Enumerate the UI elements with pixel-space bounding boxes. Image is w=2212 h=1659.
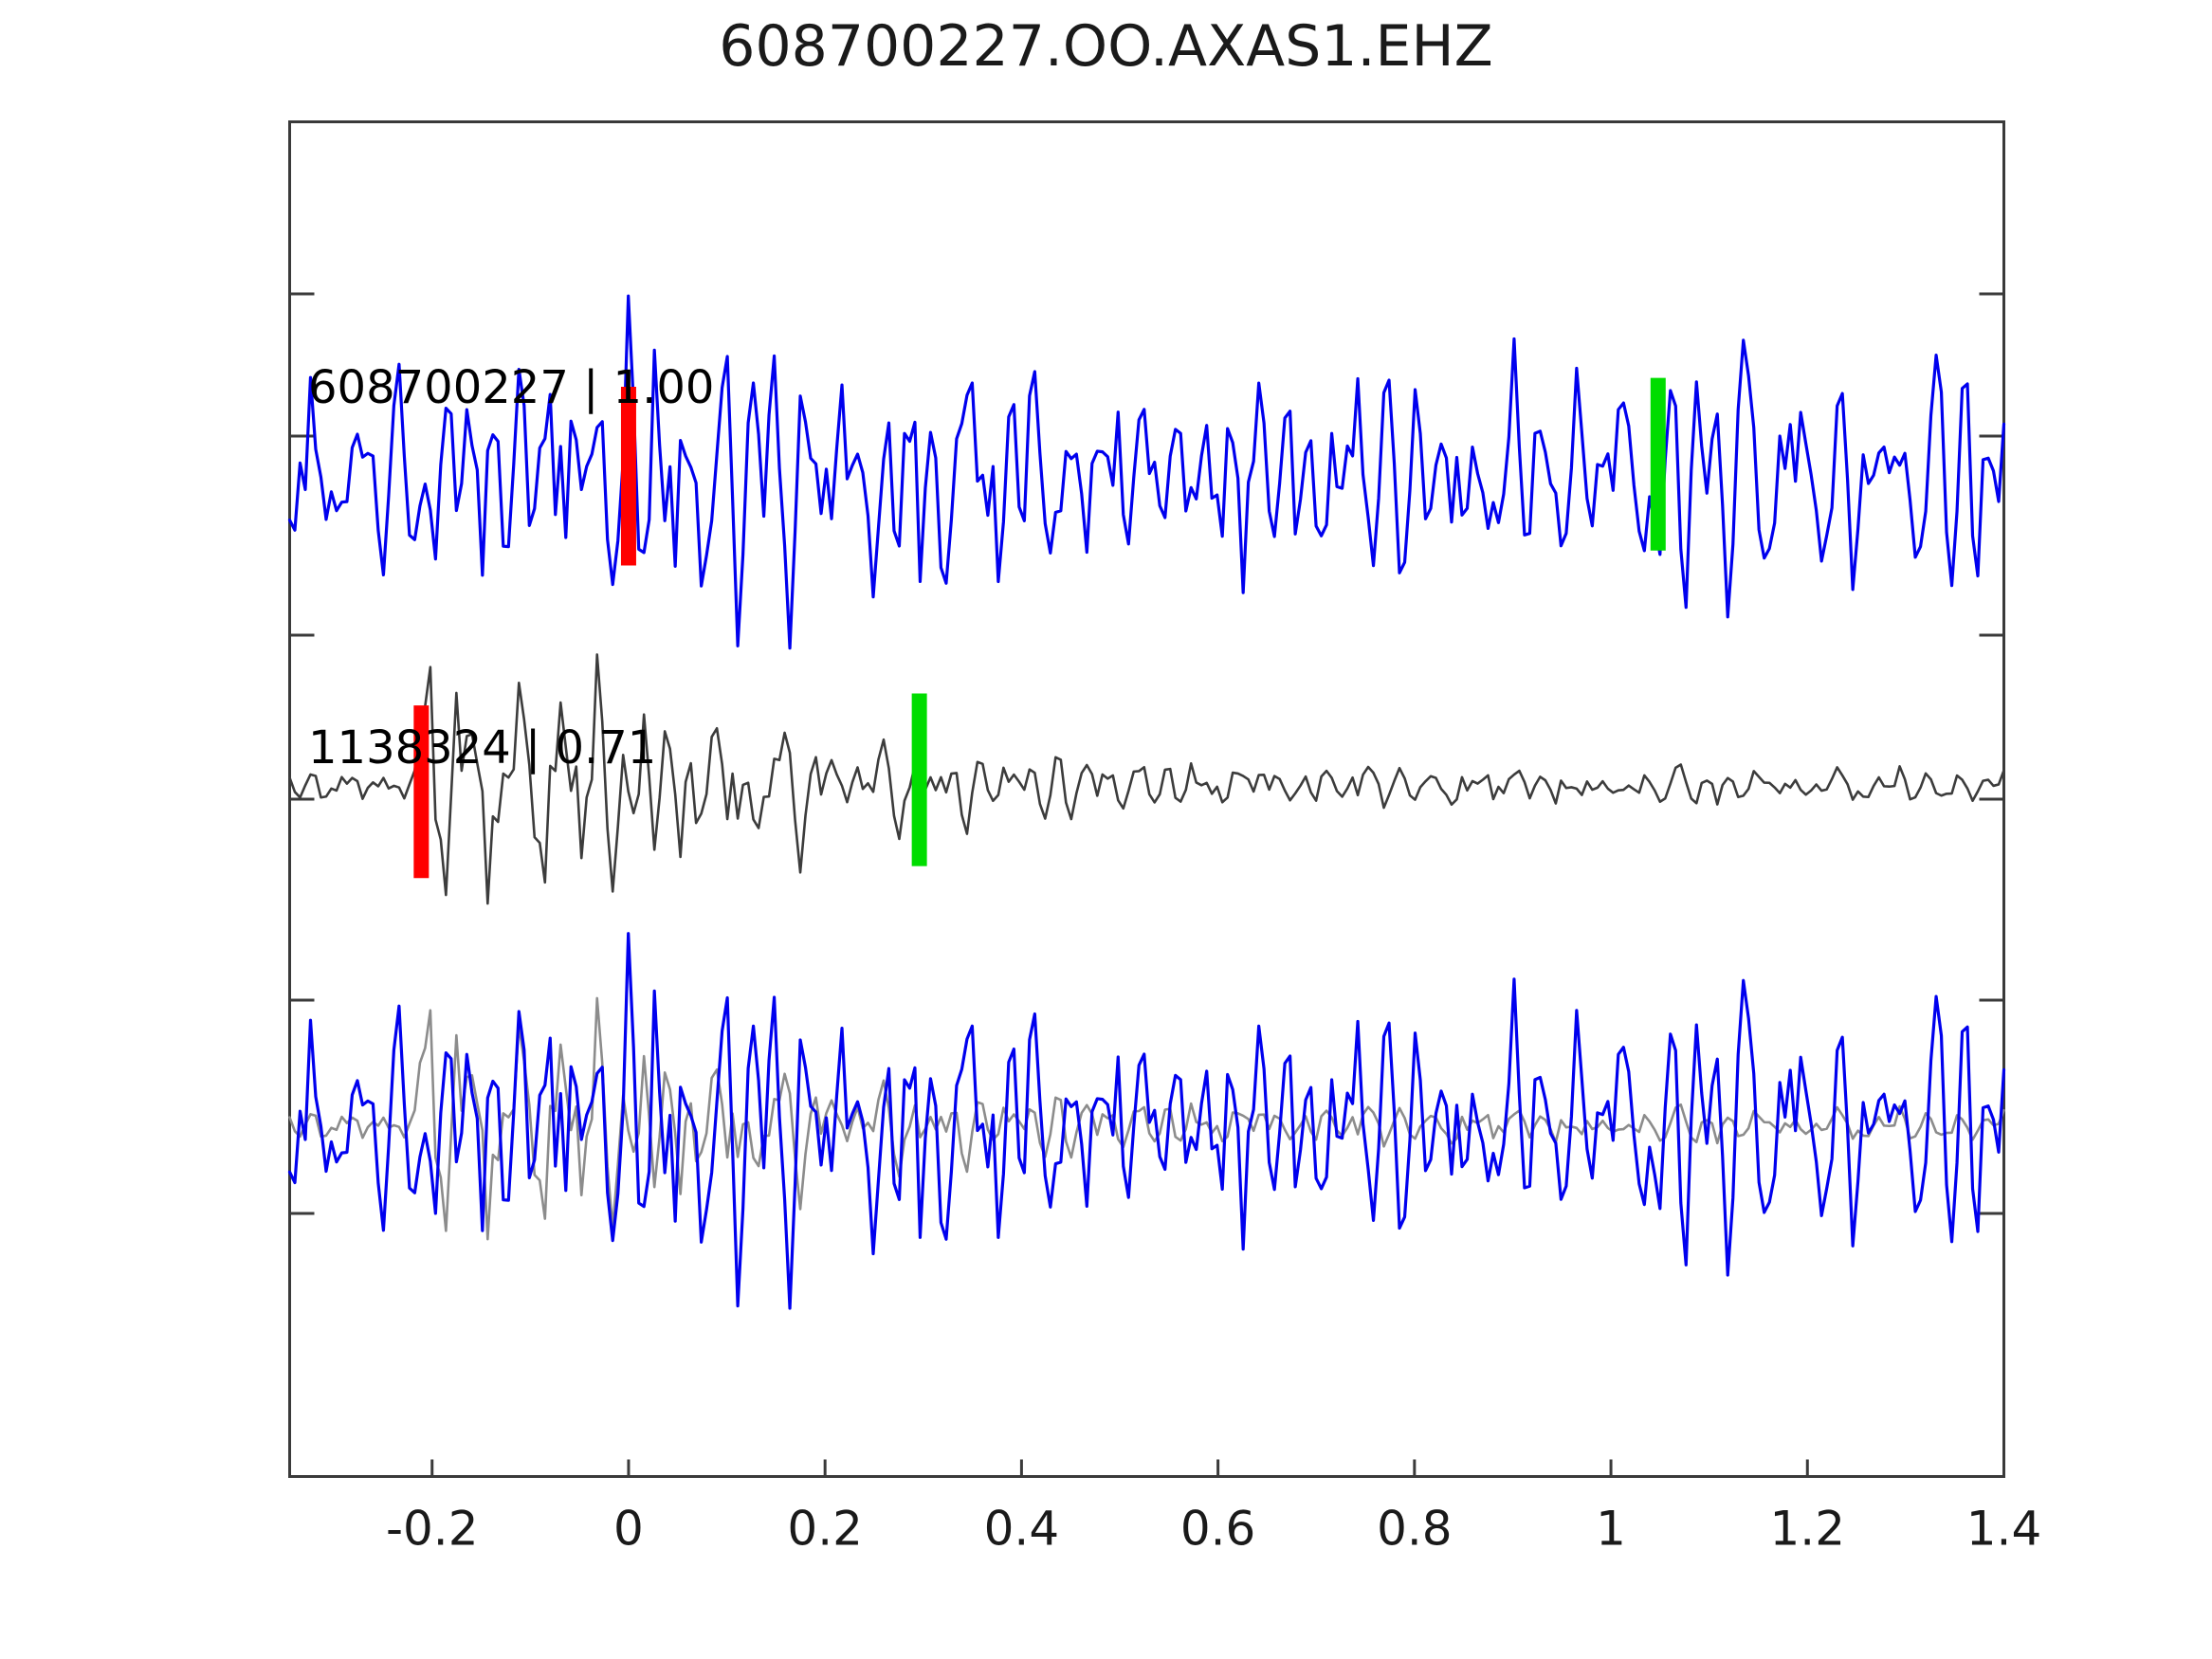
page-title: 608700227.OO.AXAS1.EHZ (719, 13, 1493, 80)
x-axis-tick-labels: -0.2 0 0.2 0.4 0.6 0.8 1 1.2 1.4 (386, 1502, 2041, 1557)
x-tick-label: 0 (613, 1502, 644, 1557)
waveform-line-608700227 (287, 294, 2006, 650)
x-tick-label: 0.4 (984, 1502, 1060, 1557)
x-tick-label: 1 (1596, 1502, 1626, 1557)
x-tick-label: 1.2 (1770, 1502, 1846, 1557)
trace-608700227 (287, 294, 2006, 650)
x-tick-label: 0.2 (787, 1502, 863, 1557)
waveform-overlay-secondary (288, 996, 2005, 1241)
x-tick-label: 0.6 (1180, 1502, 1256, 1557)
trace-label-608700227: 608700227 | 1.00 (308, 361, 714, 414)
axes-frame (288, 120, 2005, 1478)
waveform-overlay-primary (287, 932, 2006, 1310)
x-tick-label: -0.2 (386, 1502, 479, 1557)
trace-label-1138324: 1138324 | 0.71 (308, 721, 656, 775)
trace-overlay (287, 932, 2006, 1310)
y-axis-ticks (289, 292, 2004, 1215)
x-axis-ticks (430, 1459, 2005, 1477)
x-tick-label: 0.8 (1377, 1502, 1453, 1557)
waveform-line-1138324 (288, 653, 2005, 905)
x-tick-label: 1.4 (1966, 1502, 2042, 1557)
trace-1138324 (288, 653, 2005, 905)
pick-markers (413, 377, 1666, 879)
